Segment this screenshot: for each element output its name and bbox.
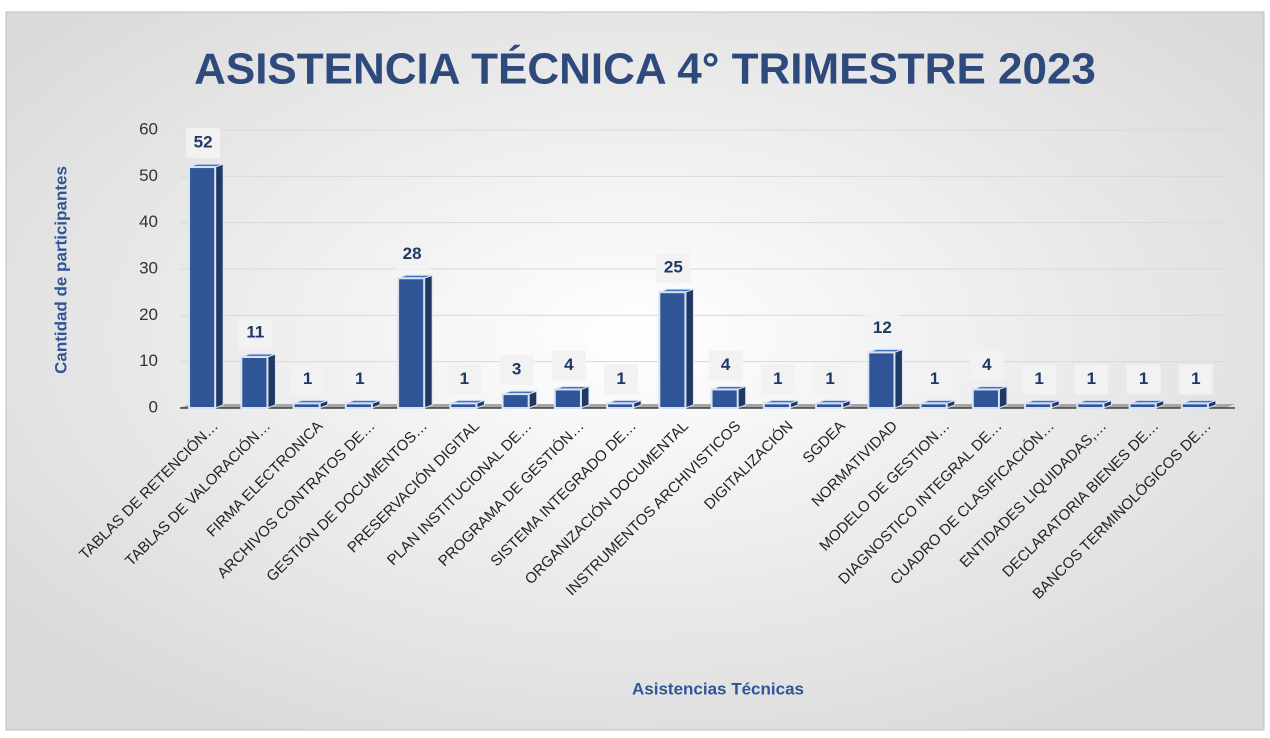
bar — [188, 166, 217, 409]
data-label-box — [551, 350, 586, 381]
y-tick-label: 50 — [139, 166, 158, 185]
bar — [553, 388, 582, 410]
chart-title: ASISTENCIA TÉCNICA 4° TRIMESTRE 2023 — [194, 44, 1096, 94]
bar — [501, 393, 530, 410]
data-label-box — [813, 364, 848, 395]
bar — [397, 277, 426, 409]
bar — [292, 402, 321, 410]
data-label-box — [186, 128, 221, 159]
data-label-box — [969, 350, 1004, 381]
data-label: 1 — [303, 369, 312, 388]
data-label: 1 — [1139, 369, 1148, 388]
bar-side — [423, 274, 433, 409]
data-label-box — [917, 364, 952, 395]
data-label: 28 — [403, 244, 422, 263]
data-label: 25 — [664, 258, 683, 277]
y-tick-label: 60 — [139, 119, 158, 138]
data-label-box — [760, 364, 795, 395]
floor — [180, 404, 1235, 408]
data-label: 52 — [194, 133, 213, 152]
data-label-box — [656, 253, 691, 284]
bar-side — [893, 348, 903, 409]
data-label-box — [604, 364, 639, 395]
y-tick-label: 20 — [139, 305, 158, 324]
bar — [762, 402, 791, 410]
bar — [606, 402, 635, 410]
data-label-box — [447, 364, 482, 395]
data-label-box — [342, 364, 377, 395]
bar — [815, 402, 844, 410]
data-label: 1 — [1191, 369, 1200, 388]
y-tick-label: 0 — [149, 397, 158, 416]
data-label-box — [395, 239, 430, 270]
bar-side — [214, 163, 224, 409]
bar — [449, 402, 478, 410]
data-label: 12 — [873, 318, 892, 337]
data-label: 1 — [773, 369, 782, 388]
bar — [240, 356, 269, 409]
bar — [344, 402, 373, 410]
bar-side — [684, 288, 694, 409]
bar — [1180, 402, 1209, 410]
y-tick-label: 40 — [139, 212, 158, 231]
data-label-box — [499, 355, 534, 386]
data-label: 4 — [721, 355, 731, 374]
data-label-box — [238, 318, 273, 349]
data-label-box — [1126, 364, 1161, 395]
bar — [919, 402, 948, 410]
data-label-box — [1178, 364, 1213, 395]
data-label: 1 — [1034, 369, 1043, 388]
data-label-box — [290, 364, 325, 395]
data-label: 4 — [564, 355, 574, 374]
data-label: 3 — [512, 360, 521, 379]
bar-side — [266, 353, 276, 409]
x-axis-label: Asistencias Técnicas — [632, 679, 804, 698]
bar-side — [737, 385, 747, 409]
data-label-box — [1022, 364, 1057, 395]
data-label: 1 — [460, 369, 469, 388]
data-label: 1 — [1087, 369, 1096, 388]
data-label: 1 — [616, 369, 625, 388]
data-label-box — [1074, 364, 1109, 395]
bar-side — [998, 385, 1008, 409]
data-label: 1 — [355, 369, 364, 388]
bar — [867, 351, 896, 409]
bar — [1128, 402, 1157, 410]
data-label-box — [865, 313, 900, 344]
bar-side — [580, 385, 590, 409]
bar — [1076, 402, 1105, 410]
bar — [1024, 402, 1053, 410]
data-label: 4 — [982, 355, 992, 374]
y-tick-label: 30 — [139, 258, 158, 277]
y-axis-label: Cantidad de participantes — [51, 166, 70, 374]
bar — [971, 388, 1000, 410]
data-label-box — [708, 350, 743, 381]
y-tick-label: 10 — [139, 351, 158, 370]
bar — [710, 388, 739, 410]
data-label: 11 — [246, 323, 264, 342]
bar — [658, 291, 687, 409]
data-label: 1 — [825, 369, 834, 388]
data-label: 1 — [930, 369, 939, 388]
